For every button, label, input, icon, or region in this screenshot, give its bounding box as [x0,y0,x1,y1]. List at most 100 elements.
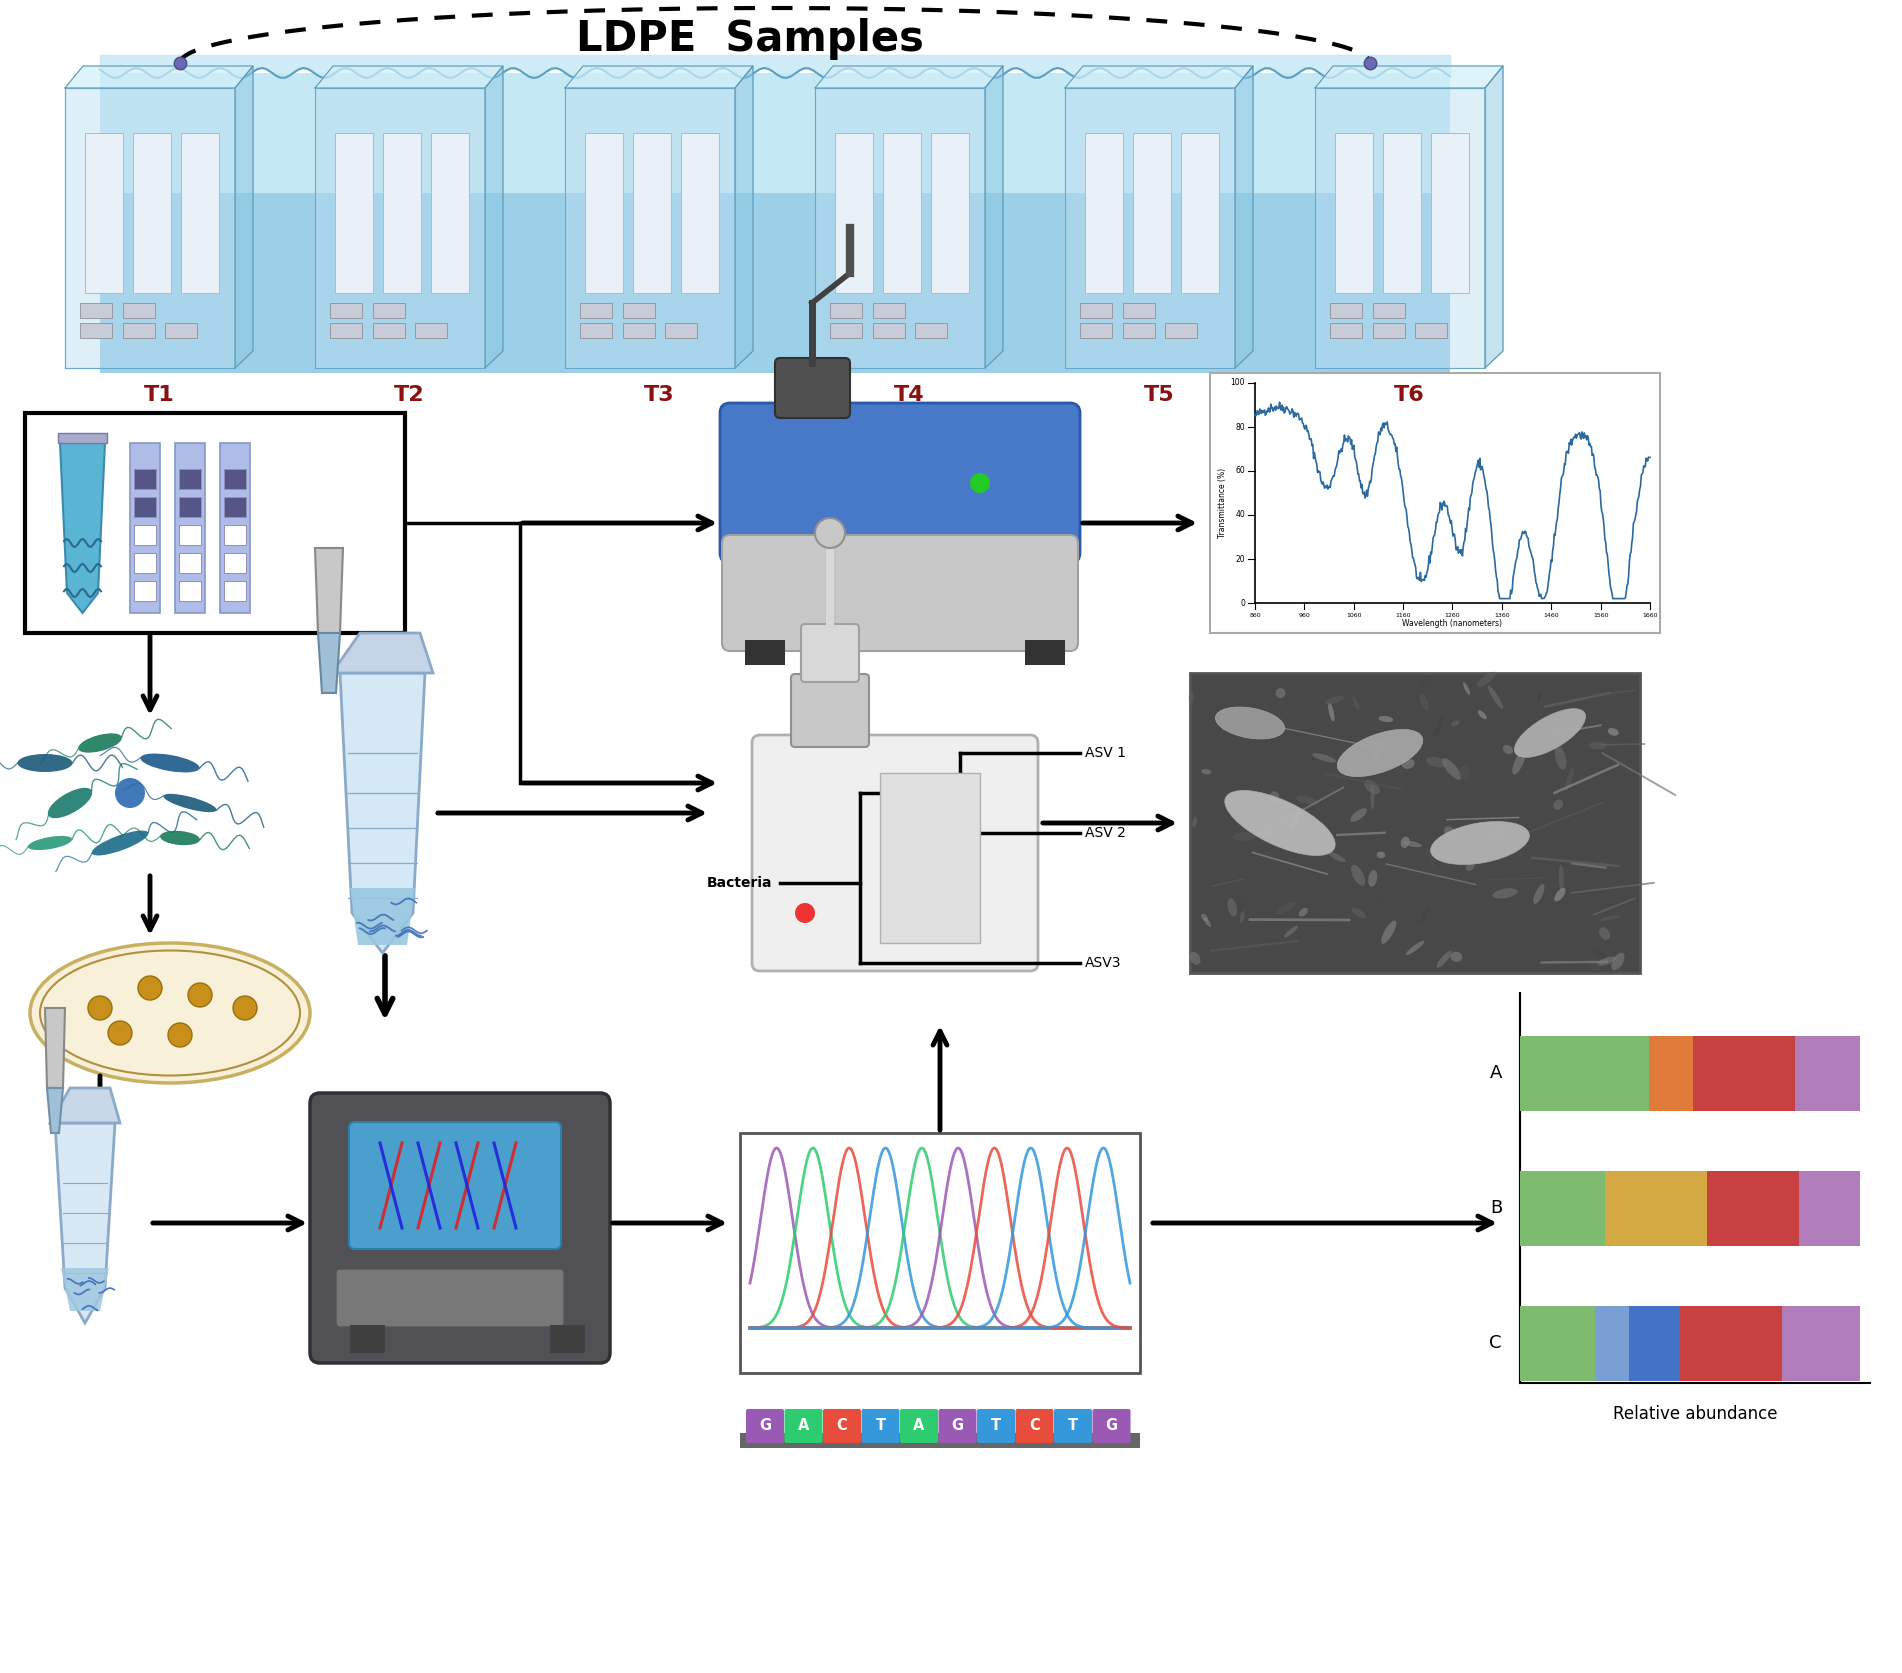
Text: T3: T3 [643,385,675,405]
Ellipse shape [1554,800,1563,810]
Polygon shape [485,65,502,368]
Bar [179,581,202,601]
Bar [1782,1305,1860,1380]
Bar [80,323,112,338]
Polygon shape [734,65,753,368]
Text: 1160: 1160 [1396,612,1411,617]
Polygon shape [1314,65,1503,89]
FancyBboxPatch shape [1092,1409,1130,1444]
Ellipse shape [1560,865,1563,892]
Bar [1605,1171,1706,1245]
Ellipse shape [1588,959,1601,972]
Ellipse shape [1533,883,1544,903]
Text: G: G [1105,1419,1118,1434]
Ellipse shape [1421,907,1428,923]
Ellipse shape [1371,739,1385,763]
Polygon shape [49,1087,120,1123]
Bar [124,323,154,338]
Text: ASV3: ASV3 [1084,955,1122,970]
FancyBboxPatch shape [791,674,869,748]
Ellipse shape [1598,813,1607,823]
Text: 1460: 1460 [1543,612,1560,617]
Ellipse shape [1371,783,1375,810]
Text: 860: 860 [1250,612,1261,617]
Ellipse shape [1350,908,1366,918]
Bar [133,497,156,517]
Ellipse shape [1215,708,1284,739]
Ellipse shape [1493,888,1518,898]
Bar [580,323,612,338]
Bar [1795,1036,1860,1111]
Ellipse shape [1381,920,1396,944]
FancyBboxPatch shape [721,403,1080,564]
FancyBboxPatch shape [310,1092,611,1363]
Text: 0: 0 [1240,599,1246,607]
Ellipse shape [29,836,72,850]
FancyBboxPatch shape [1016,1409,1054,1444]
Text: T: T [991,1419,1000,1434]
Bar [1415,323,1447,338]
Bar [1594,1305,1628,1380]
Ellipse shape [1493,828,1503,842]
Bar [335,132,373,293]
FancyBboxPatch shape [348,1123,561,1250]
Polygon shape [61,1268,108,1312]
Ellipse shape [1225,790,1335,855]
Bar [1025,641,1065,664]
Bar [915,323,947,338]
Ellipse shape [1232,831,1255,842]
Ellipse shape [1596,957,1617,965]
Bar [224,525,245,545]
Ellipse shape [1402,758,1415,770]
FancyBboxPatch shape [774,358,850,418]
Ellipse shape [1554,888,1565,902]
FancyBboxPatch shape [784,1409,822,1444]
Text: Wavelength (nanometers): Wavelength (nanometers) [1402,619,1503,627]
Ellipse shape [114,778,145,808]
Ellipse shape [1419,678,1432,688]
Ellipse shape [1204,917,1212,927]
Ellipse shape [1404,842,1423,847]
Ellipse shape [1350,865,1366,885]
Ellipse shape [1434,714,1444,736]
Ellipse shape [78,733,122,753]
Ellipse shape [1328,852,1345,862]
Bar [124,303,154,318]
Ellipse shape [1193,816,1196,828]
Text: T5: T5 [1143,385,1174,405]
Ellipse shape [141,753,200,773]
Text: G: G [951,1419,964,1434]
Polygon shape [814,65,1002,89]
Ellipse shape [1425,882,1442,890]
Text: A: A [1489,1064,1503,1082]
Ellipse shape [1299,908,1309,917]
Ellipse shape [1312,753,1335,763]
Ellipse shape [1373,893,1385,903]
FancyBboxPatch shape [723,535,1078,651]
Text: T: T [875,1419,886,1434]
Circle shape [188,984,211,1007]
Bar [350,1325,384,1353]
FancyBboxPatch shape [900,1409,938,1444]
Bar [580,303,612,318]
Text: ASV 2: ASV 2 [1084,826,1126,840]
Text: C: C [1029,1419,1040,1434]
Bar [224,554,245,572]
Bar [883,132,921,293]
Bar [681,132,719,293]
Bar [1329,303,1362,318]
Bar [224,497,245,517]
Ellipse shape [1466,862,1474,872]
FancyBboxPatch shape [801,624,860,683]
Circle shape [814,519,844,549]
Ellipse shape [1328,703,1335,721]
Ellipse shape [1202,770,1212,775]
Polygon shape [814,89,985,368]
Ellipse shape [1326,696,1345,704]
Bar [624,323,654,338]
Bar [1335,132,1373,293]
Bar [1080,303,1113,318]
Ellipse shape [30,944,310,1082]
Ellipse shape [1512,751,1525,775]
Ellipse shape [1265,831,1272,836]
